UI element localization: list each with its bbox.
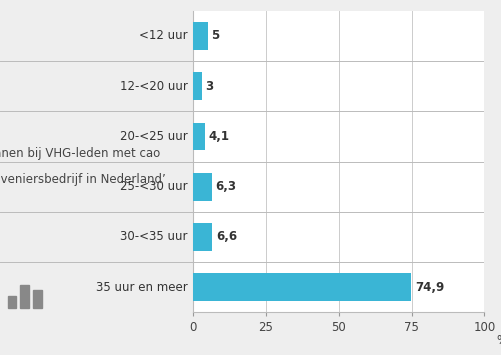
Bar (193, 173, 211, 201)
Bar (193, 122, 205, 150)
Text: 3: 3 (205, 80, 213, 93)
Text: 5: 5 (211, 29, 219, 42)
Text: 25-<30 uur: 25-<30 uur (120, 180, 187, 193)
Text: 74,9: 74,9 (414, 281, 443, 294)
Bar (33, 290, 42, 308)
Text: ‘Hoveniersbedrijf in Nederland’: ‘Hoveniersbedrijf in Nederland’ (0, 173, 165, 186)
Bar (193, 72, 201, 100)
Bar (193, 273, 410, 301)
Text: 35 uur en meer: 35 uur en meer (96, 281, 187, 294)
Text: 6,6: 6,6 (215, 230, 236, 244)
Bar (193, 22, 207, 50)
Text: 30-<35 uur: 30-<35 uur (120, 230, 187, 244)
Bar (8, 296, 17, 308)
Bar (20, 285, 29, 308)
Bar (193, 223, 212, 251)
Text: 20-<25 uur: 20-<25 uur (119, 130, 187, 143)
Text: 12-<20 uur: 12-<20 uur (119, 80, 187, 93)
Text: <12 uur: <12 uur (139, 29, 187, 42)
Text: Banen bij VHG-leden met cao: Banen bij VHG-leden met cao (0, 147, 160, 160)
Text: 4,1: 4,1 (208, 130, 229, 143)
Text: %: % (495, 334, 501, 346)
Text: 6,3: 6,3 (215, 180, 235, 193)
